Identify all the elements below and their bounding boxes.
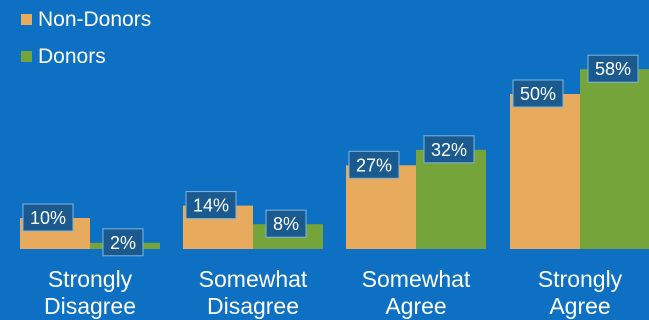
bar-donors-2 (416, 149, 486, 249)
data-label-box (185, 191, 237, 220)
data-label-box (423, 135, 475, 164)
legend-label: Donors (38, 45, 106, 68)
data-label: 50% (520, 84, 556, 104)
category-label: Strongly (48, 266, 133, 292)
data-label: 8% (273, 214, 299, 234)
legend-swatch-non-donors (21, 14, 32, 25)
data-label-box (265, 209, 307, 238)
data-label-box (587, 54, 639, 83)
bar-donors-3 (580, 69, 649, 249)
category-labels: StronglyDisagreeSomewhatDisagreeSomewhat… (44, 266, 623, 319)
data-label: 10% (30, 208, 66, 228)
data-label-box (22, 203, 74, 232)
category-label: Agree (385, 293, 446, 319)
data-label: 14% (193, 196, 229, 216)
category-label: Disagree (44, 293, 136, 319)
category-label: Somewhat (199, 266, 308, 292)
data-labels: 10% 2% 14% 8% 27% 32% 50% 58% (22, 54, 639, 257)
legend: Non-Donors Donors (21, 8, 151, 68)
legend-label: Non-Donors (38, 8, 151, 31)
data-label: 58% (595, 59, 631, 79)
data-label-box (102, 228, 144, 257)
category-label: Somewhat (362, 266, 471, 292)
data-label: 2% (110, 233, 136, 253)
legend-swatch-donors (21, 51, 32, 62)
data-label-box (348, 150, 400, 179)
category-label: Disagree (207, 293, 299, 319)
bar-non-donors-2 (346, 165, 416, 249)
category-label: Strongly (538, 266, 623, 292)
data-label-box (512, 79, 564, 108)
data-label: 27% (356, 155, 392, 175)
category-label: Agree (549, 293, 610, 319)
data-label: 32% (431, 140, 467, 160)
bar-non-donors-3 (510, 94, 580, 249)
bars (20, 69, 649, 249)
